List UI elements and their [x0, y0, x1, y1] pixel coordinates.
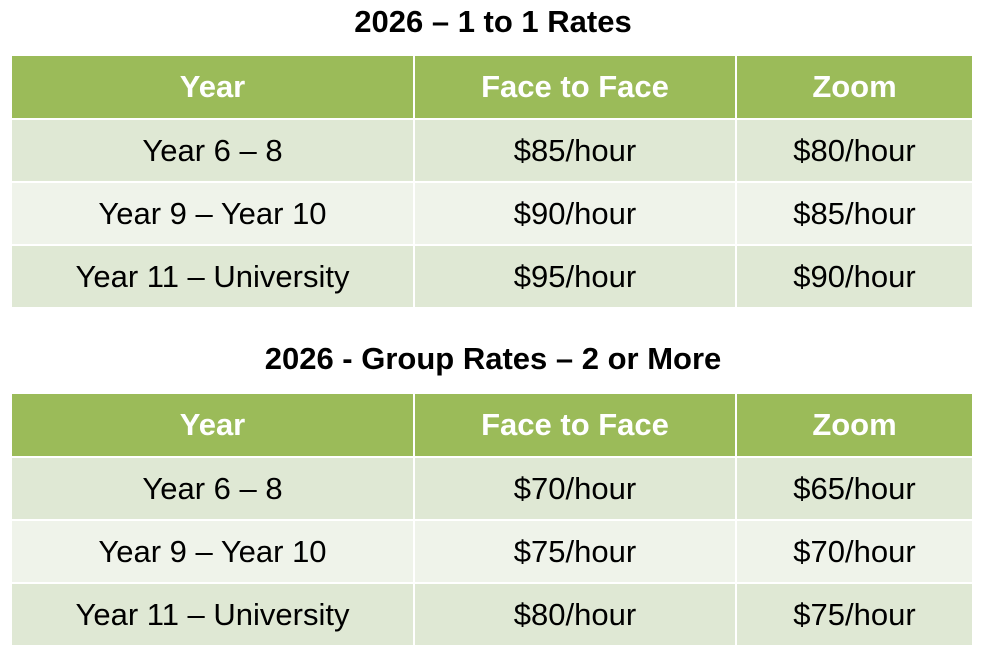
year-cell: Year 9 – Year 10 [10, 181, 415, 246]
table-row: Year 11 – University $80/hour $75/hour [10, 582, 974, 647]
header-zoom: Zoom [735, 54, 974, 120]
year-cell: Year 6 – 8 [10, 456, 415, 521]
zoom-rate-cell: $85/hour [735, 181, 974, 246]
zoom-rate-cell: $65/hour [735, 456, 974, 521]
table-row: Year 9 – Year 10 $75/hour $70/hour [10, 519, 974, 584]
one-to-one-rates-title: 2026 – 1 to 1 Rates [354, 4, 632, 39]
zoom-rate-cell: $70/hour [735, 519, 974, 584]
year-cell: Year 9 – Year 10 [10, 519, 415, 584]
table-header-row: Year Face to Face Zoom [10, 392, 974, 458]
header-zoom: Zoom [735, 392, 974, 458]
header-year: Year [10, 54, 415, 120]
table-row: Year 6 – 8 $70/hour $65/hour [10, 456, 974, 521]
face-to-face-rate-cell: $95/hour [413, 244, 737, 309]
table-row: Year 6 – 8 $85/hour $80/hour [10, 118, 974, 183]
table-row: Year 11 – University $95/hour $90/hour [10, 244, 974, 309]
year-cell: Year 6 – 8 [10, 118, 415, 183]
zoom-rate-cell: $80/hour [735, 118, 974, 183]
year-cell: Year 11 – University [10, 582, 415, 647]
table-row: Year 9 – Year 10 $90/hour $85/hour [10, 181, 974, 246]
zoom-rate-cell: $75/hour [735, 582, 974, 647]
header-year: Year [10, 392, 415, 458]
year-cell: Year 11 – University [10, 244, 415, 309]
face-to-face-rate-cell: $75/hour [413, 519, 737, 584]
zoom-rate-cell: $90/hour [735, 244, 974, 309]
one-to-one-rates-table: Year Face to Face Zoom Year 6 – 8 $85/ho… [10, 54, 974, 309]
header-face-to-face: Face to Face [413, 392, 737, 458]
table-header-row: Year Face to Face Zoom [10, 54, 974, 120]
face-to-face-rate-cell: $90/hour [413, 181, 737, 246]
face-to-face-rate-cell: $70/hour [413, 456, 737, 521]
face-to-face-rate-cell: $85/hour [413, 118, 737, 183]
header-face-to-face: Face to Face [413, 54, 737, 120]
face-to-face-rate-cell: $80/hour [413, 582, 737, 647]
group-rates-table: Year Face to Face Zoom Year 6 – 8 $70/ho… [10, 392, 974, 647]
group-rates-title: 2026 - Group Rates – 2 or More [264, 341, 722, 376]
